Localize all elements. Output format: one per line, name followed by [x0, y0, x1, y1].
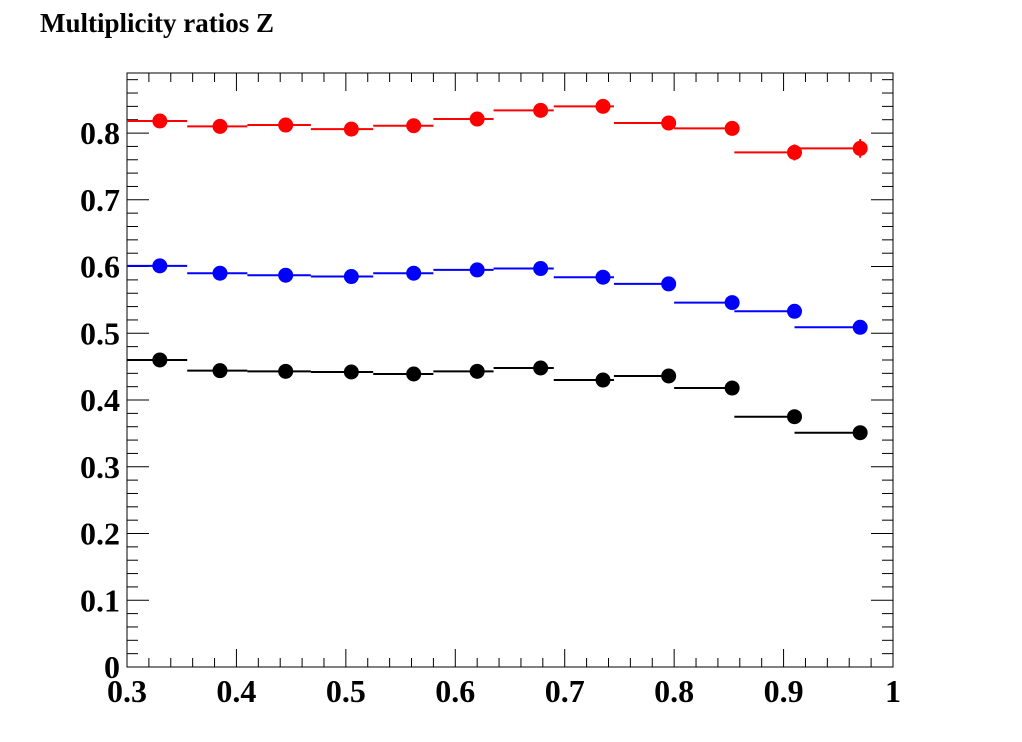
data-point — [787, 303, 803, 319]
data-point — [595, 98, 611, 114]
data-point — [152, 352, 168, 368]
x-tick-label: 0.6 — [435, 673, 475, 709]
data-point — [852, 425, 868, 441]
data-point — [212, 363, 228, 379]
data-point — [278, 363, 294, 379]
x-tick-label: 0.3 — [107, 673, 147, 709]
tick-labels-layer: 0.3 0.4 0.5 0.6 0.7 0.8 0.9 1 0 0.1 0.2 0.3 0.4 0.5 0.… — [80, 115, 901, 709]
x-tick-label: 0.9 — [764, 673, 804, 709]
series-layer — [127, 98, 868, 441]
x-tick-label: 0.8 — [654, 673, 694, 709]
data-point — [661, 115, 677, 131]
data-point — [406, 366, 422, 382]
y-tick-label: 0.6 — [80, 249, 120, 285]
y-tick-label: 0.4 — [80, 382, 120, 418]
data-point — [152, 113, 168, 129]
data-point — [787, 409, 803, 425]
x-tick-label: 0.7 — [545, 673, 585, 709]
data-point — [661, 276, 677, 292]
plot-frame-layer — [126, 72, 894, 668]
y-tick-label: 0.7 — [80, 182, 120, 218]
y-tick-label: 0.5 — [80, 315, 120, 351]
series-1 — [127, 98, 868, 161]
y-tick-label: 0 — [104, 649, 120, 685]
data-point — [724, 295, 740, 311]
plot-frame — [126, 72, 894, 668]
data-point — [343, 269, 359, 285]
data-point — [533, 261, 549, 277]
axis-ticks-layer — [126, 73, 894, 668]
data-point — [533, 102, 549, 118]
data-point — [212, 118, 228, 134]
data-point — [661, 368, 677, 384]
series-2 — [127, 258, 868, 335]
y-tick-label: 0.8 — [80, 115, 120, 151]
data-point — [852, 319, 868, 335]
data-point — [278, 267, 294, 283]
data-point — [469, 262, 485, 278]
data-point — [595, 372, 611, 388]
data-point — [469, 111, 485, 127]
data-point — [724, 120, 740, 136]
data-point — [595, 269, 611, 285]
data-point — [343, 364, 359, 380]
data-point — [724, 380, 740, 396]
data-point — [406, 265, 422, 281]
y-tick-label: 0.1 — [80, 582, 120, 618]
y-tick-label: 0.2 — [80, 516, 120, 552]
data-point — [212, 265, 228, 281]
x-tick-label: 0.5 — [326, 673, 366, 709]
series-3 — [127, 352, 868, 441]
chart-title: Multiplicity ratios Z — [40, 8, 274, 38]
data-point — [533, 360, 549, 376]
data-point — [852, 140, 868, 156]
data-point — [469, 363, 485, 379]
x-tick-label: 1 — [885, 673, 901, 709]
data-point — [406, 118, 422, 134]
x-tick-label: 0.4 — [216, 673, 256, 709]
data-point — [152, 258, 168, 274]
y-tick-label: 0.3 — [80, 449, 120, 485]
data-point — [278, 117, 294, 133]
data-point — [343, 121, 359, 137]
data-point — [787, 144, 803, 160]
